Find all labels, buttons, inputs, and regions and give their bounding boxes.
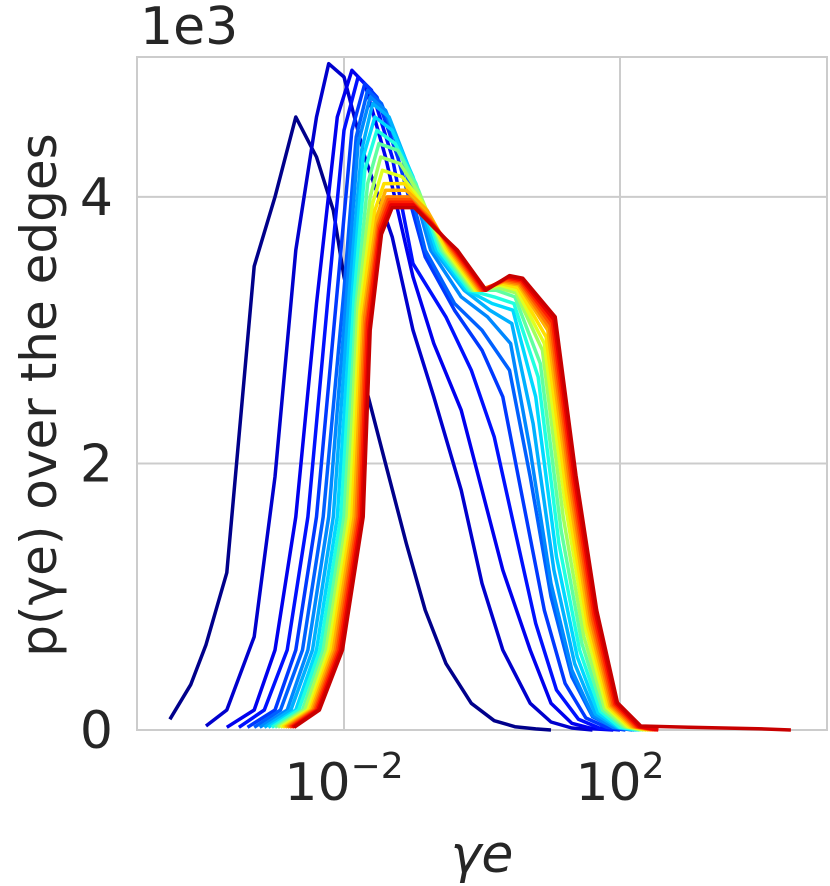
series-line-2: [225, 68, 614, 732]
series-line-3: [237, 75, 621, 732]
y-offset-label: 1e3: [140, 0, 238, 57]
y-axis-label: p(γe) over the edges: [10, 133, 68, 656]
x-tick-label-1: 102: [575, 746, 664, 813]
series-line-7: [263, 101, 637, 732]
series-line-6: [258, 95, 635, 732]
y-ticks: 0 2 4: [80, 168, 113, 761]
grid: [137, 57, 827, 731]
series-line-9: [270, 128, 640, 732]
series-line-1: [204, 61, 593, 732]
series-line-11: [276, 155, 644, 732]
series-line-5: [253, 88, 633, 732]
y-tick-label-2: 4: [80, 168, 113, 228]
series-line-19: [293, 205, 791, 732]
series-line-4: [246, 81, 626, 732]
x-ticks: 10−2 102: [284, 746, 664, 813]
series-layer: [168, 61, 791, 732]
x-axis-label: γe: [451, 825, 514, 885]
x-tick-label-0: 10−2: [284, 746, 403, 813]
series-line-8: [267, 115, 638, 732]
y-tick-label-0: 0: [80, 701, 113, 761]
series-line-10: [274, 141, 642, 732]
plot-frame: [136, 56, 828, 731]
y-tick-label-1: 2: [80, 434, 113, 494]
